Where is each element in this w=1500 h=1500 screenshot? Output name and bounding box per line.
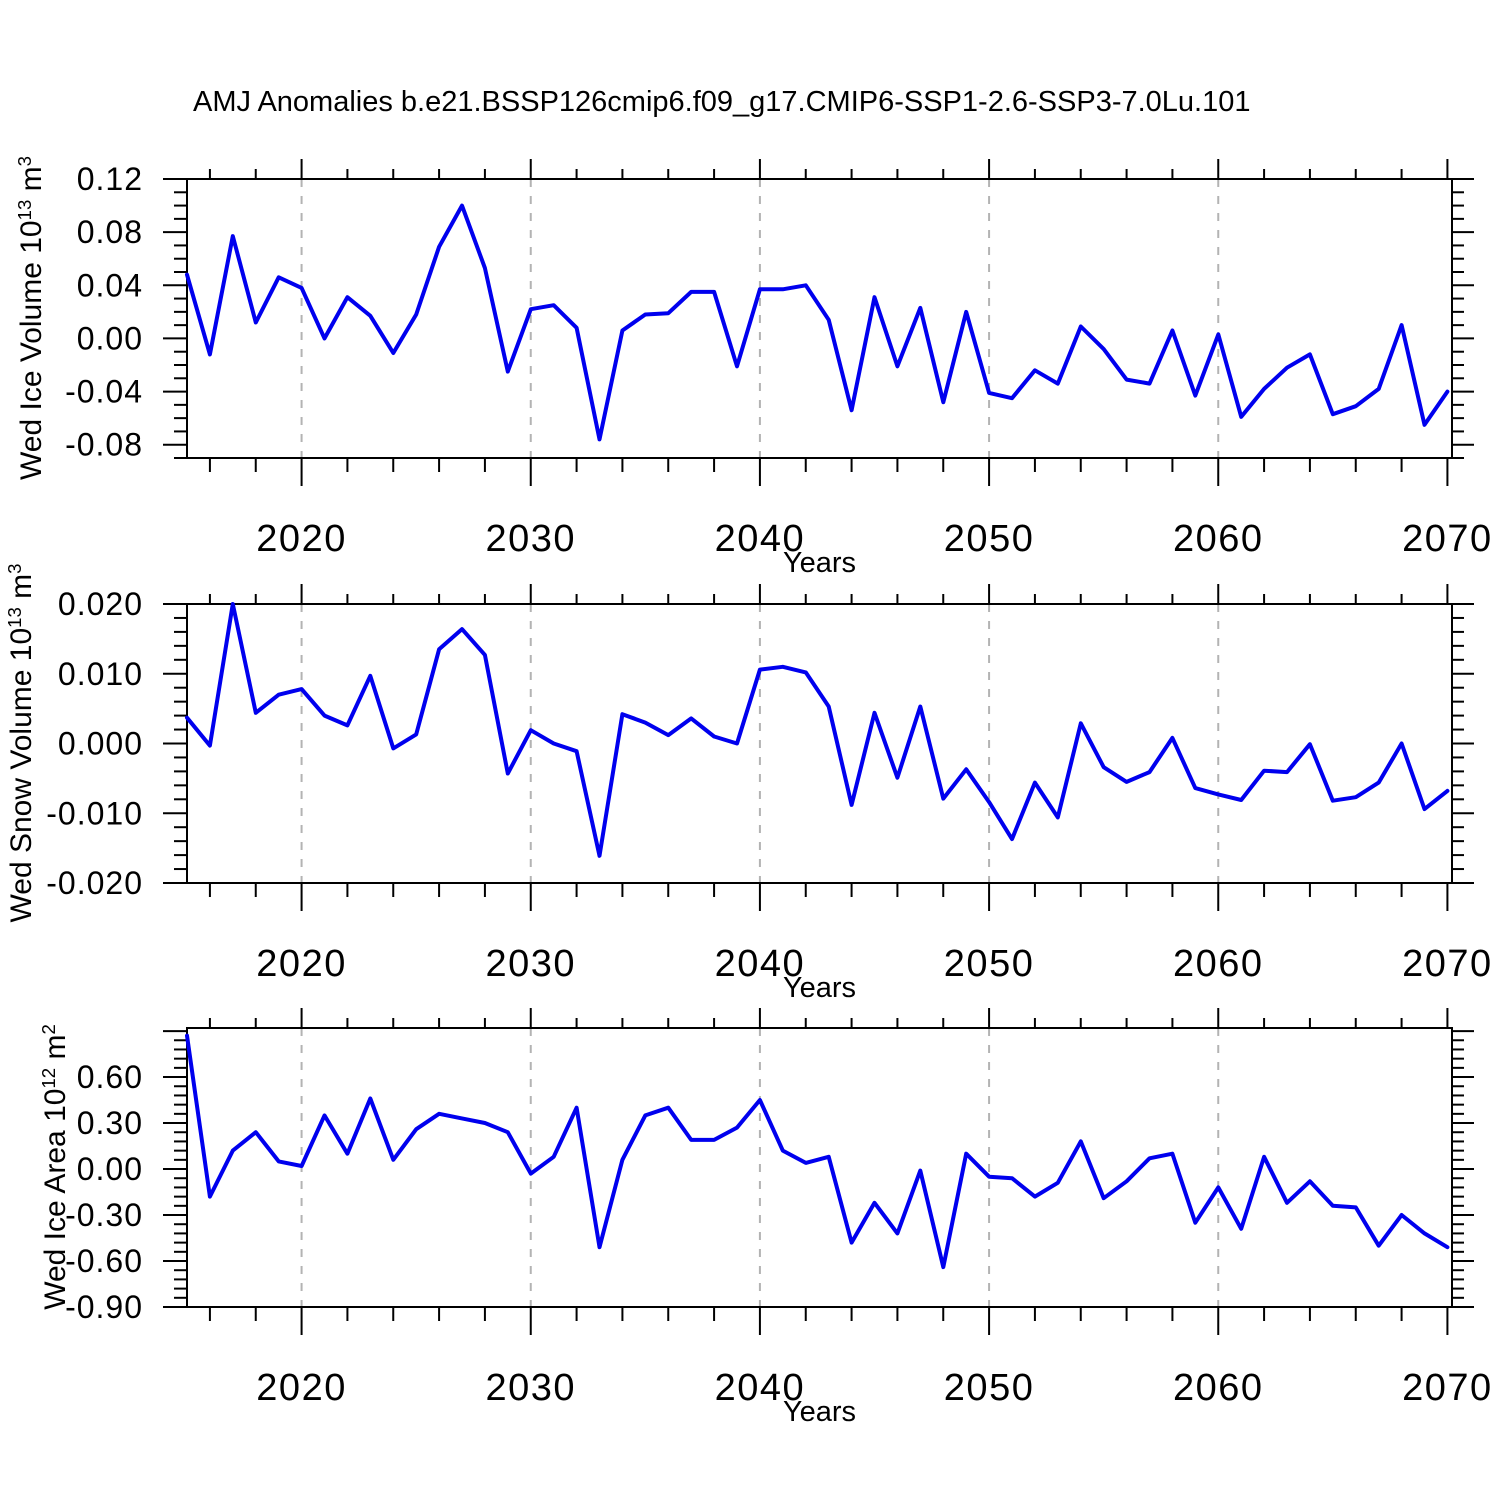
x-tick-label: 2070 [1402,943,1493,985]
y-tick-label: -0.30 [65,1197,143,1233]
y-tick-label: -0.60 [65,1243,143,1279]
x-axis-title: Years [783,547,856,579]
y-tick-label: -0.08 [65,427,143,463]
x-tick-label: 2030 [485,1367,576,1409]
plot-frame [186,1027,1453,1308]
y-tick-label: -0.04 [65,374,143,410]
x-tick-label: 2040 [715,943,806,985]
y-tick-label: 0.60 [77,1059,143,1095]
y-tick-label: 0.000 [58,726,143,762]
y-tick-label: 0.08 [77,214,143,250]
y-tick-label: 0.12 [77,161,143,197]
figure-title: AMJ Anomalies b.e21.BSSP126cmip6.f09_g17… [193,86,1251,118]
plot-frame [186,178,1453,459]
x-tick-label: 2060 [1173,1367,1264,1409]
data-line [185,1033,1450,1270]
data-line [185,203,1450,442]
x-tick-label: 2040 [715,518,806,560]
x-tick-label: 2030 [485,518,576,560]
y-tick-label: 0.010 [58,656,143,692]
x-tick-label: 2020 [256,1367,347,1409]
x-tick-label: 2060 [1173,518,1264,560]
y-tick-label: 0.00 [77,320,143,356]
x-tick-label: 2020 [256,518,347,560]
x-axis-title: Years [783,972,856,1004]
y-tick-label: 0.020 [58,586,143,622]
x-tick-label: 2070 [1402,518,1493,560]
y-tick-label: 0.00 [77,1151,143,1187]
x-tick-label: 2060 [1173,943,1264,985]
x-tick-label: 2030 [485,943,576,985]
ice-area-y-axis-title: Wed Ice Area 1012 m2 [37,1024,72,1310]
y-tick-label: 0.04 [77,267,143,303]
y-tick-label: -0.010 [46,795,143,831]
x-tick-label: 2020 [256,943,347,985]
x-tick-label: 2070 [1402,1367,1493,1409]
y-tick-label: -0.90 [65,1289,143,1325]
x-tick-label: 2050 [944,518,1035,560]
data-line [185,602,1450,858]
x-tick-label: 2040 [715,1367,806,1409]
y-tick-label: 0.30 [77,1105,143,1141]
x-tick-label: 2050 [944,943,1035,985]
x-tick-label: 2050 [944,1367,1035,1409]
y-tick-label: -0.020 [46,865,143,901]
x-axis-title: Years [783,1396,856,1428]
